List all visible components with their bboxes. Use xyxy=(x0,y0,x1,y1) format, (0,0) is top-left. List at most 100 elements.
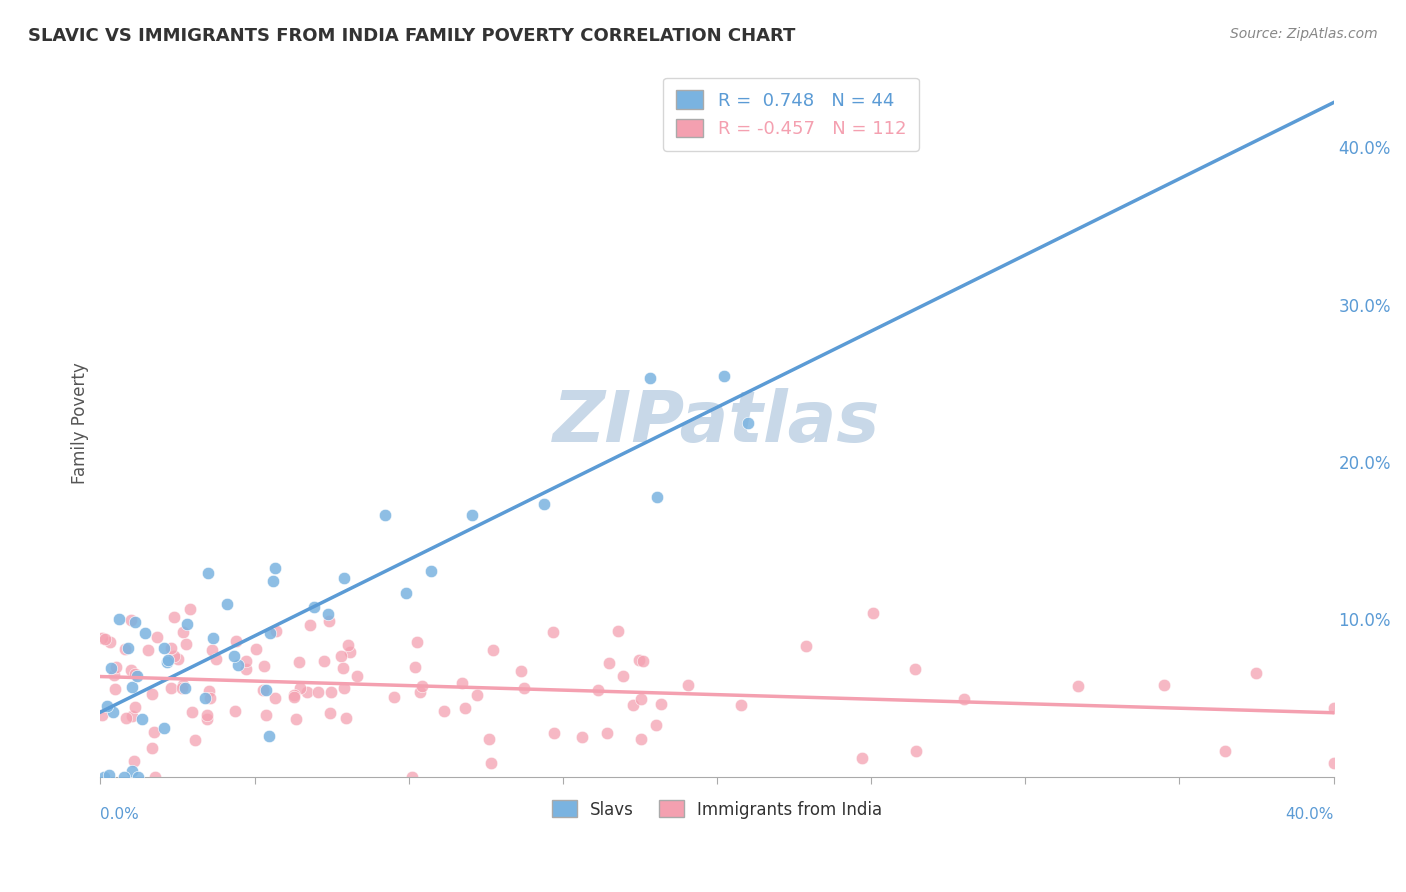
Point xyxy=(205,652,228,666)
Point xyxy=(198,683,221,698)
Point xyxy=(172,625,194,640)
Point xyxy=(851,750,873,764)
Point xyxy=(308,685,330,699)
Point xyxy=(302,599,325,614)
Point xyxy=(419,564,441,578)
Point xyxy=(346,669,368,683)
Point xyxy=(127,669,149,683)
Point xyxy=(120,614,142,628)
Point xyxy=(136,642,159,657)
Point xyxy=(623,698,645,713)
Point xyxy=(172,678,194,692)
Point xyxy=(176,617,198,632)
Point xyxy=(571,731,593,745)
Point xyxy=(405,635,427,649)
Point xyxy=(104,660,127,674)
Point xyxy=(333,681,356,695)
Point xyxy=(713,368,735,383)
Point xyxy=(91,707,114,722)
Point xyxy=(153,640,176,655)
Point xyxy=(143,724,166,739)
Point xyxy=(408,685,430,699)
Point xyxy=(477,732,499,747)
Point xyxy=(141,741,163,756)
Point xyxy=(222,648,245,663)
Point xyxy=(374,508,396,522)
Point xyxy=(465,688,488,702)
Point xyxy=(131,712,153,726)
Point xyxy=(156,653,179,667)
Point xyxy=(606,624,628,638)
Point xyxy=(299,617,322,632)
Point xyxy=(235,662,257,676)
Point xyxy=(104,682,127,697)
Point xyxy=(510,664,533,678)
Point xyxy=(195,712,218,726)
Point xyxy=(612,669,634,683)
Point xyxy=(146,630,169,644)
Point xyxy=(170,681,193,696)
Point xyxy=(112,770,135,784)
Point xyxy=(319,706,342,720)
Point xyxy=(124,700,146,714)
Point xyxy=(433,704,456,718)
Point xyxy=(121,709,143,723)
Point xyxy=(596,725,619,739)
Point xyxy=(108,612,131,626)
Point xyxy=(173,681,195,695)
Point xyxy=(124,667,146,681)
Point xyxy=(194,690,217,705)
Point xyxy=(163,610,186,624)
Point xyxy=(650,697,672,711)
Point xyxy=(98,768,121,782)
Point xyxy=(141,687,163,701)
Point xyxy=(382,690,405,704)
Point xyxy=(264,690,287,705)
Point xyxy=(645,490,668,504)
Point xyxy=(541,624,564,639)
Point xyxy=(163,648,186,663)
Point xyxy=(513,681,536,695)
Point xyxy=(1244,665,1267,680)
Point xyxy=(156,655,179,669)
Point xyxy=(98,635,121,649)
Point xyxy=(245,641,267,656)
Point xyxy=(794,639,817,653)
Point xyxy=(159,681,181,695)
Point xyxy=(330,649,353,664)
Point xyxy=(117,641,139,656)
Point xyxy=(454,701,477,715)
Point xyxy=(1323,756,1346,770)
Point xyxy=(254,683,277,698)
Point xyxy=(254,707,277,722)
Point xyxy=(288,681,311,695)
Point xyxy=(335,710,357,724)
Point xyxy=(134,626,156,640)
Point xyxy=(153,721,176,735)
Point xyxy=(235,654,257,668)
Point xyxy=(318,614,340,628)
Point xyxy=(404,660,426,674)
Point xyxy=(904,662,927,676)
Point xyxy=(676,678,699,692)
Point xyxy=(201,643,224,657)
Text: ZIPatlas: ZIPatlas xyxy=(554,388,880,458)
Point xyxy=(160,640,183,655)
Point xyxy=(285,712,308,726)
Point xyxy=(197,566,219,580)
Point xyxy=(184,733,207,747)
Point xyxy=(1213,744,1236,758)
Point xyxy=(862,606,884,620)
Text: 40.0%: 40.0% xyxy=(1285,807,1334,822)
Point xyxy=(264,560,287,574)
Point xyxy=(401,770,423,784)
Y-axis label: Family Poverty: Family Poverty xyxy=(72,362,89,483)
Point xyxy=(114,642,136,657)
Point xyxy=(598,657,620,671)
Point xyxy=(314,654,336,668)
Text: 0.0%: 0.0% xyxy=(100,807,139,822)
Point xyxy=(264,624,287,638)
Point xyxy=(94,632,117,647)
Point xyxy=(179,602,201,616)
Text: Source: ZipAtlas.com: Source: ZipAtlas.com xyxy=(1230,27,1378,41)
